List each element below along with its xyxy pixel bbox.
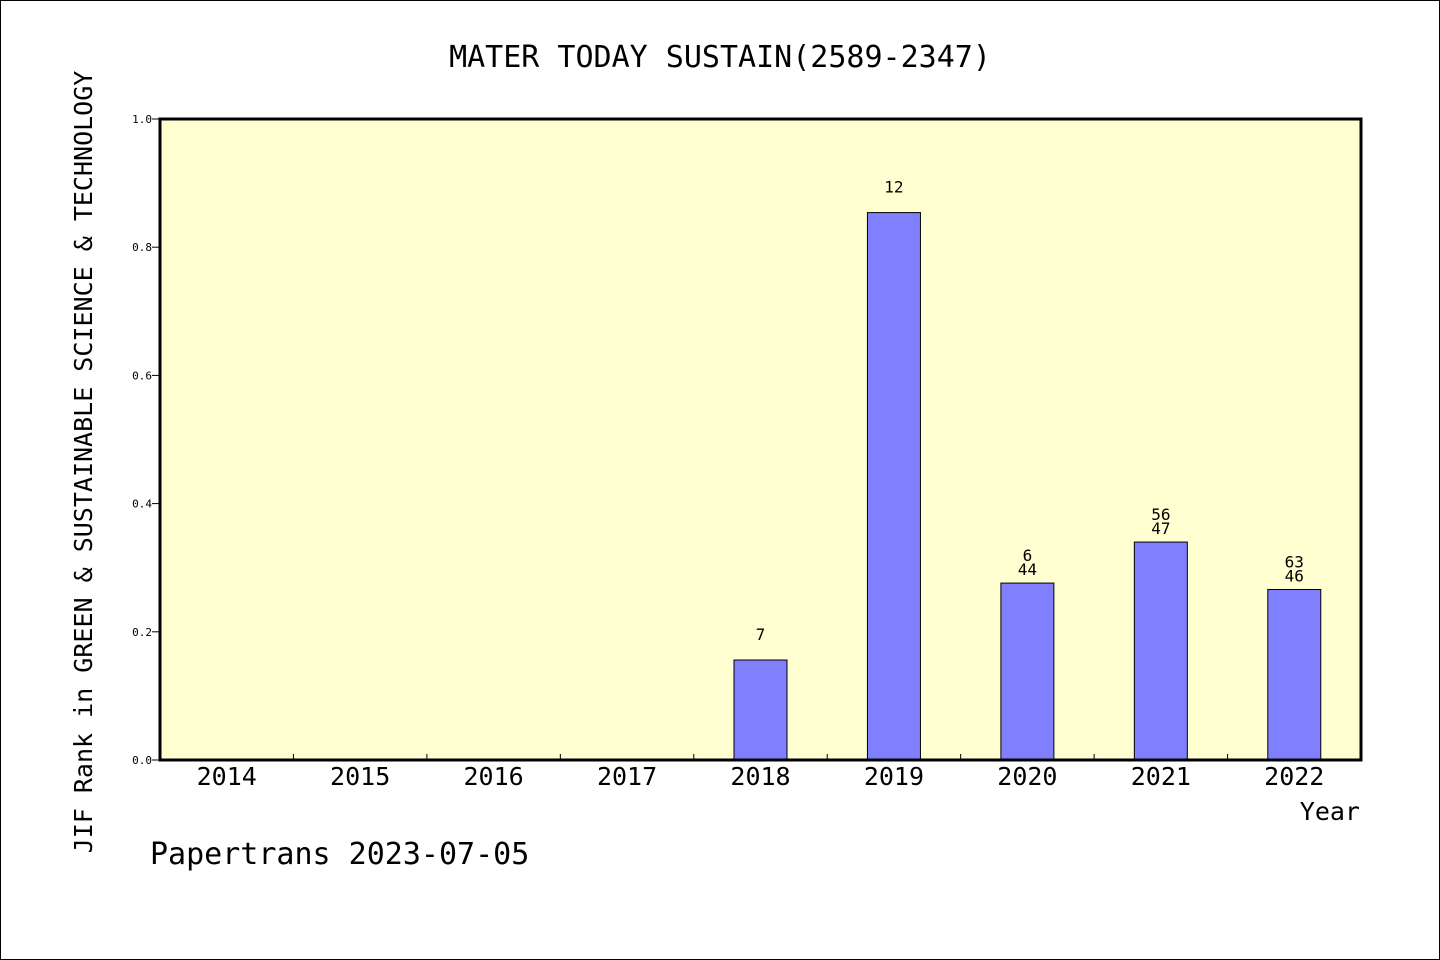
- bar-2019: [866, 212, 921, 761]
- x-axis-label: Year: [1300, 797, 1360, 826]
- x-tick-label: 2014: [197, 762, 257, 791]
- bar-2021: [1133, 541, 1188, 761]
- x-tick-label: 2022: [1264, 762, 1324, 791]
- y-tick-label: 1.0: [132, 113, 152, 126]
- x-tick-label: 2018: [730, 762, 790, 791]
- bar-data-label: 63: [1285, 552, 1304, 571]
- bar-data-label: 6: [1023, 546, 1033, 565]
- bar-2020: [1000, 582, 1055, 761]
- x-tick-label: 2016: [464, 762, 524, 791]
- chart-title: MATER TODAY SUSTAIN(2589-2347): [449, 40, 991, 75]
- bar-data-label: 7: [756, 625, 766, 644]
- x-tick-label: 2021: [1131, 762, 1191, 791]
- x-tick-label: 2020: [997, 762, 1057, 791]
- y-tick-label: 0.4: [132, 498, 152, 511]
- bar-2018: [733, 659, 788, 761]
- bar-data-label: 44: [1018, 560, 1037, 579]
- x-tick-label: 2019: [864, 762, 924, 791]
- bar-data-label: 12: [884, 178, 903, 197]
- bar-data-label: 46: [1285, 566, 1304, 585]
- bar-data-label: 47: [1151, 519, 1170, 538]
- ticks-layer: 0.0 0.2 0.4 0.6 0.8 1.0 2014 2015 2016 2017 2018 20…: [132, 113, 1324, 791]
- y-tick-label: 0.6: [132, 369, 152, 382]
- y-tick-label: 0.2: [132, 626, 152, 639]
- y-tick-label: 0.8: [132, 241, 152, 254]
- x-tick-label: 2015: [330, 762, 390, 791]
- y-tick-label: 0.0: [132, 754, 152, 767]
- bar-data-label: 56: [1151, 505, 1170, 524]
- footer-credit: Papertrans 2023-07-05: [150, 837, 529, 872]
- bar-2022: [1267, 588, 1322, 761]
- x-tick-label: 2017: [597, 762, 657, 791]
- y-axis-label: JIF Rank in GREEN & SUSTAINABLE SCIENCE …: [69, 71, 98, 854]
- plot-border: [158, 117, 1363, 762]
